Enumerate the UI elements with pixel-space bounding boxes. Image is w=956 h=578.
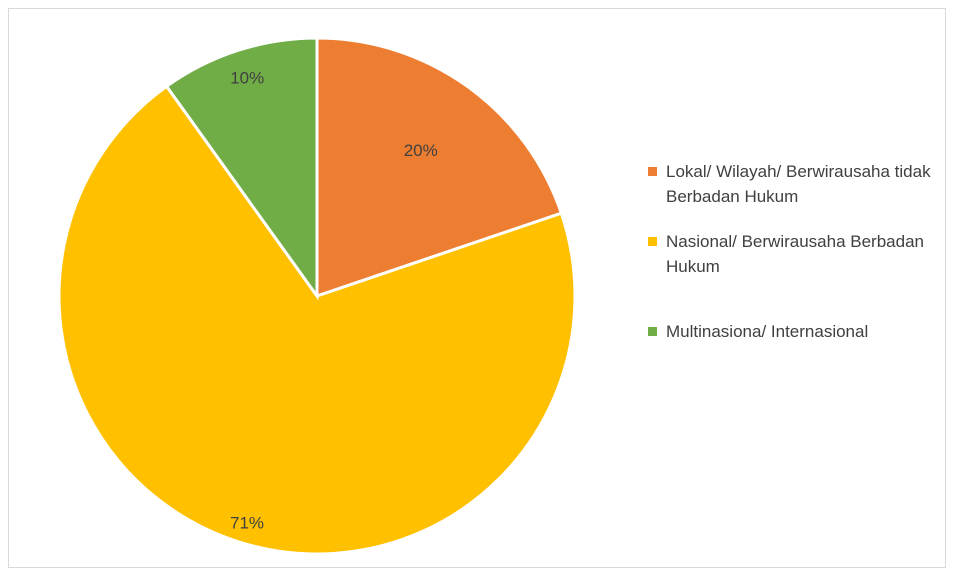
legend-item-lokal: Lokal/ Wilayah/ Berwirausaha tidak Berba… (646, 159, 946, 209)
legend-item-nasional: Nasional/ Berwirausaha Berbadan Hukum (646, 229, 946, 279)
data-label-lokal: 20% (404, 141, 438, 160)
pie-chart: 20% 71% 10% (57, 36, 577, 556)
legend-swatch-nasional (648, 237, 657, 246)
legend-label-multinasional: Multinasiona/ Internasional (666, 322, 869, 341)
data-label-nasional: 71% (230, 513, 264, 532)
legend-label-lokal: Lokal/ Wilayah/ Berwirausaha tidak Berba… (666, 162, 931, 206)
legend-item-multinasional: Multinasiona/ Internasional (646, 319, 946, 344)
legend: Lokal/ Wilayah/ Berwirausaha tidak Berba… (646, 159, 946, 364)
pie-slices (57, 36, 577, 556)
data-label-multinasional: 10% (230, 68, 264, 87)
pie-data-labels: 20% 71% 10% (230, 68, 438, 532)
pie-slice-nasional (57, 84, 577, 556)
pie-slice-lokal (315, 36, 564, 299)
pie-slice-multinasional (164, 36, 319, 301)
chart-area: 20% 71% 10% Lokal/ Wilayah/ Berwirausaha t… (8, 8, 946, 568)
legend-swatch-lokal (648, 167, 657, 176)
legend-swatch-multinasional (648, 327, 657, 336)
legend-label-nasional: Nasional/ Berwirausaha Berbadan Hukum (666, 232, 924, 276)
